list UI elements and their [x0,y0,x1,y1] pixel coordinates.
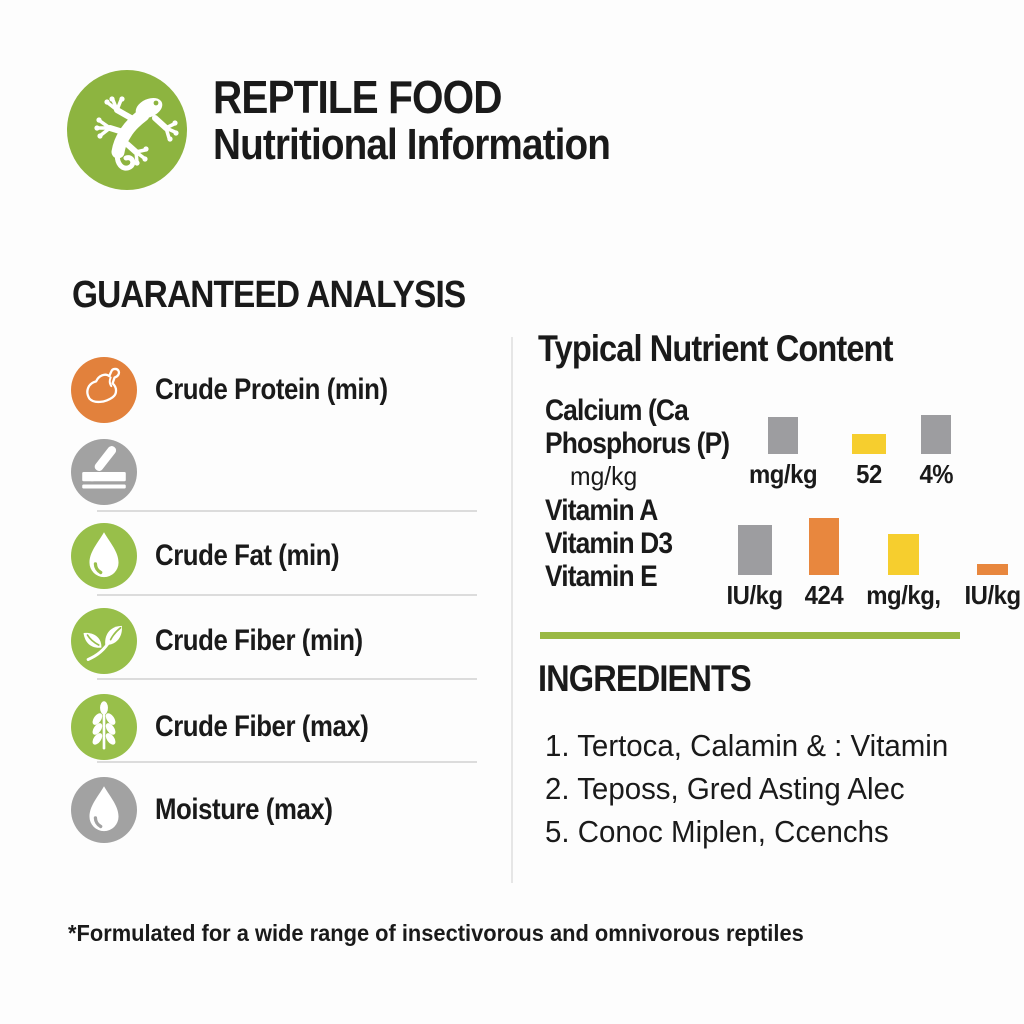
bar-label: 4% [919,459,954,489]
row-divider [97,678,477,680]
bar-column: 424 [803,518,845,611]
footnote: *Formulated for a wide range of insectiv… [68,920,804,946]
product-title: REPTILE FOOD [213,71,502,123]
droplet-icon [71,777,137,843]
bar [737,525,772,575]
ingredient-item: 5. Conoc Miplen, Ccenchs [545,814,889,849]
nutrient-content-heading: Typical Nutrient Content [538,328,893,369]
analysis-row-label: Crude Fiber (min) [155,624,363,657]
bar-label: 424 [804,580,844,610]
analysis-row-crude-fiber-max: Crude Fiber (max) [71,694,403,760]
nutrient-name-vitamin-a: Vitamin A [545,494,658,527]
ingredient-item: 2. Teposs, Gred Asting Alec [545,771,905,806]
bar-label: IU/kg [964,580,1021,610]
bar-label: mg/kg, [866,580,941,610]
bar-column: IU/kg [724,525,785,611]
ingredient-item: 1. Tertoca, Calamin & : Vitamin [545,728,949,763]
bar [768,417,799,454]
bar [809,518,840,575]
nutrient-name-vitamin-d3: Vitamin D3 [545,527,673,560]
bar [852,434,887,454]
droplet-icon [71,523,137,589]
wheat-icon [71,694,137,760]
bar-label: mg/kg [748,459,818,489]
nutrient-unit-mgkg: mg/kg [570,461,638,491]
bar [976,564,1008,575]
bar [921,415,952,454]
nutrient-bar-chart-minerals: mg/kg 52 4% [746,415,955,490]
leaves-icon [71,608,137,674]
bar-column: mg/kg [746,417,820,490]
section-divider-rule [540,632,960,639]
analysis-row-label: Moisture (max) [155,793,333,826]
bar-column: mg/kg, [863,534,944,611]
bar-column: IU/kg [962,564,1023,611]
row-divider [97,510,477,512]
pestle-board-icon [71,439,137,505]
analysis-row-moisture: Moisture (max) [71,777,361,843]
product-subtitle: Nutritional Information [213,120,611,169]
analysis-row-crude-fat: Crude Fat (min) [71,523,369,589]
ingredients-heading: INGREDIENTS [538,658,752,699]
bar-column: 4% [918,415,955,490]
nutrient-name-phosphorus: Phosphorus (P) [545,427,730,460]
row-divider [97,594,477,596]
bar-label: 52 [856,459,882,489]
analysis-row-unlabeled [71,439,155,505]
analysis-row-label: Crude Protein (min) [155,373,388,406]
bar-column: 52 [852,434,887,490]
analysis-row-label: Crude Fat (min) [155,539,340,572]
bar-label: IU/kg [726,580,783,610]
row-divider [97,761,477,763]
nutrient-name-calcium: Calcium (Ca [545,394,689,427]
analysis-row-crude-fiber-min: Crude Fiber (min) [71,608,397,674]
nutrient-bar-chart-vitamins: IU/kg 424 mg/kg, IU/kg [724,518,1023,611]
analysis-row-label: Crude Fiber (max) [155,710,369,743]
analysis-row-crude-protein: Crude Protein (min) [71,357,426,423]
muscle-icon [71,357,137,423]
brand-logo [67,70,187,190]
column-divider [511,337,513,883]
bar [887,534,919,575]
nutrient-name-vitamin-e: Vitamin E [545,560,658,593]
guaranteed-analysis-heading: GUARANTEED ANALYSIS [72,274,466,316]
gecko-icon [67,96,187,194]
